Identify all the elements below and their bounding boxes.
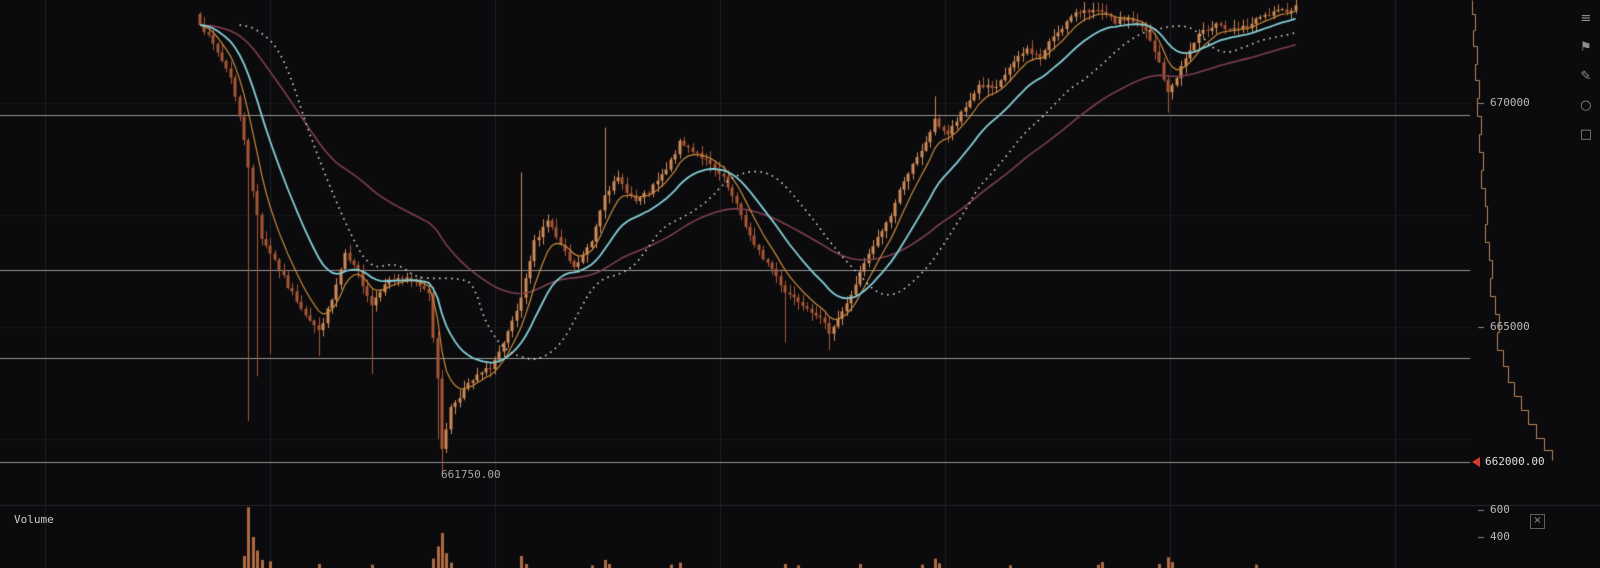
session-low-label: 661750.00 (441, 468, 501, 481)
volume-axis-label: 400 (1490, 530, 1510, 543)
right-toolbar: ≡ ⚑ ✎ ○ □ (1580, 12, 1592, 142)
flag-icon[interactable]: ⚑ (1580, 40, 1592, 55)
menu-icon[interactable]: ≡ (1580, 11, 1592, 26)
volume-pane-title: Volume (14, 513, 54, 526)
volume-pane-close-button[interactable]: × (1530, 514, 1545, 529)
current-price-label: 662000.00 (1485, 455, 1545, 468)
price-axis-label: 665000 (1490, 320, 1530, 333)
current-price-tag: 662000.00 (1472, 456, 1545, 468)
price-marker-arrow-icon (1472, 457, 1480, 467)
draw-icon[interactable]: ✎ (1580, 69, 1592, 84)
square-tool-icon[interactable]: □ (1579, 127, 1592, 142)
price-axis-label: 670000 (1490, 96, 1530, 109)
circle-tool-icon[interactable]: ○ (1580, 98, 1592, 113)
volume-axis-label: 600 (1490, 503, 1510, 516)
